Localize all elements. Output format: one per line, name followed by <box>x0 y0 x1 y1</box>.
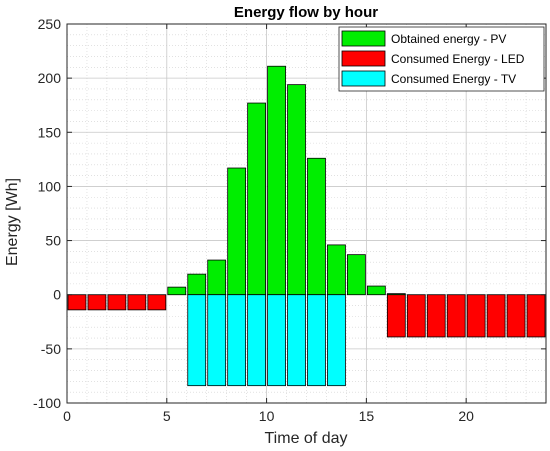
bar <box>327 294 346 387</box>
bar <box>287 84 306 296</box>
bar <box>147 294 167 311</box>
bar <box>187 273 207 296</box>
bar <box>327 244 346 296</box>
bar <box>426 294 446 338</box>
x-axis-label: Time of day <box>265 430 348 447</box>
bar <box>207 259 227 296</box>
chart-title: Energy flow by hour <box>234 4 378 21</box>
legend-label: Consumed Energy - TV <box>391 72 516 86</box>
bar <box>307 157 326 296</box>
bar <box>247 102 266 296</box>
legend: Obtained energy - PV Consumed Energy - LE… <box>338 26 545 92</box>
bar <box>267 65 286 296</box>
bar <box>446 294 466 338</box>
bar <box>347 254 366 296</box>
bar <box>366 285 386 296</box>
bar <box>67 294 87 311</box>
bar <box>267 294 286 387</box>
bar <box>227 167 247 296</box>
bar <box>287 294 306 387</box>
y-tick-label: 50 <box>45 233 61 249</box>
bar <box>87 294 107 311</box>
x-tick-label: 5 <box>163 408 171 424</box>
bar <box>486 294 506 338</box>
y-tick-label: 250 <box>38 16 62 32</box>
y-tick-label: -100 <box>33 395 61 411</box>
bar <box>526 294 546 338</box>
bar <box>406 294 426 338</box>
legend-swatch <box>341 50 386 67</box>
bars <box>67 65 546 387</box>
x-tick-label: 20 <box>458 408 474 424</box>
x-tick-label: 10 <box>259 408 275 424</box>
y-axis-label: Energy [Wh] <box>4 178 21 266</box>
bar <box>247 294 266 387</box>
bar <box>506 294 526 338</box>
bar <box>107 294 127 311</box>
legend-swatch <box>341 30 386 47</box>
bar <box>227 294 247 387</box>
y-tick-label: 0 <box>53 287 61 303</box>
plot-frame <box>66 23 547 404</box>
bar <box>207 294 227 387</box>
bar <box>167 286 187 296</box>
y-tick-label: -50 <box>41 341 61 357</box>
y-tick-label: 100 <box>38 178 62 194</box>
y-tick-label: 200 <box>38 70 62 86</box>
x-tick-label: 15 <box>359 408 375 424</box>
bar <box>187 294 207 387</box>
legend-swatch <box>341 70 386 87</box>
bar <box>307 294 326 387</box>
x-axis-ticks: 0 5 10 15 20 <box>63 24 474 424</box>
bar <box>386 294 406 338</box>
x-tick-label: 0 <box>63 408 71 424</box>
legend-label: Consumed Energy - LED <box>391 52 525 66</box>
y-axis-ticks: -100 -50 0 50 100 150 200 250 <box>33 16 546 411</box>
y-tick-label: 150 <box>38 124 62 140</box>
bar <box>466 294 486 338</box>
legend-label: Obtained energy - PV <box>391 32 506 46</box>
bar <box>127 294 147 311</box>
